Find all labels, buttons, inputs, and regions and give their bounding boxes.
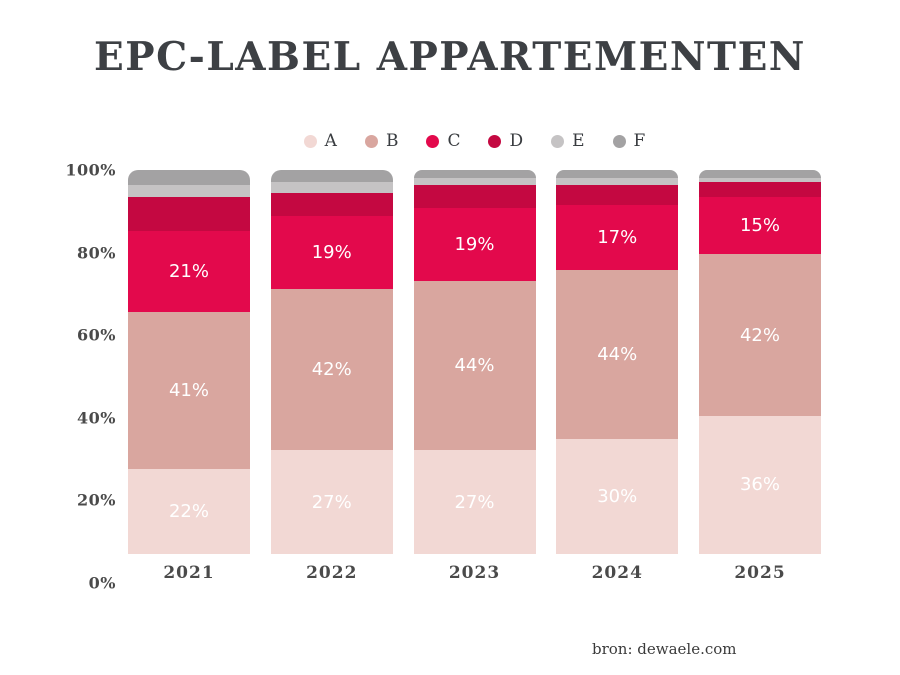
bar-column-2021: 21% 41% 22% 2021: [128, 170, 250, 583]
y-tick-0: 0%: [88, 573, 116, 593]
bar-segment-e-2025: [699, 177, 821, 182]
bar-segment-d-2022: [270, 193, 393, 217]
bar-segment-d-2021: [128, 196, 250, 232]
x-label-2025: 2025: [734, 563, 786, 583]
bar-segment-a-2022: 27%: [270, 450, 393, 554]
value-label-c-2021: 21%: [168, 261, 209, 283]
value-label-a-2023: 27%: [454, 491, 495, 513]
legend-dot-b: [364, 134, 378, 148]
x-label-2023: 2023: [448, 563, 501, 583]
bar-segment-d-2023: [413, 185, 536, 209]
value-label-a-2025: 36%: [739, 474, 780, 496]
bar-column-2023: 19% 44% 27% 2023: [413, 170, 536, 583]
y-tick-100: 100%: [65, 160, 116, 180]
stacked-bar-2023: 19% 44% 27%: [413, 170, 536, 554]
legend-item-e: E: [551, 131, 585, 151]
bar-segment-c-2023: 19%: [413, 208, 536, 282]
bar-column-2024: 17% 44% 30% 2024: [556, 170, 679, 583]
legend-label-f: F: [633, 131, 646, 151]
value-label-b-2025: 42%: [739, 324, 780, 346]
bar-segment-f-2023: [413, 170, 536, 178]
bar-segment-e-2022: [270, 181, 393, 194]
value-label-b-2023: 44%: [454, 355, 495, 377]
bar-segment-a-2025: 36%: [699, 415, 821, 554]
bar-segment-c-2025: 15%: [699, 196, 821, 255]
y-axis: 100% 80% 60% 40% 20% 0%: [0, 161, 116, 593]
bar-segment-c-2021: 21%: [128, 231, 250, 313]
legend-label-e: E: [572, 131, 585, 151]
value-label-b-2022: 42%: [311, 359, 352, 381]
legend-item-d: D: [488, 131, 523, 151]
legend-item-f: F: [612, 131, 646, 151]
legend-dot-f: [612, 134, 626, 148]
bar-segment-b-2024: 44%: [556, 269, 679, 439]
x-label-2022: 2022: [306, 563, 358, 583]
legend-dot-d: [488, 134, 502, 148]
value-label-a-2021: 22%: [168, 501, 209, 523]
legend-dot-e: [551, 134, 565, 148]
legend-item-a: A: [303, 131, 337, 151]
x-label-2024: 2024: [591, 563, 643, 583]
bar-segment-a-2023: 27%: [413, 450, 536, 554]
bar-segment-d-2024: [556, 185, 679, 205]
value-label-c-2024: 17%: [597, 226, 638, 248]
legend-dot-a: [303, 134, 317, 148]
bar-segment-e-2021: [128, 185, 250, 197]
stacked-bar-2024: 17% 44% 30%: [556, 170, 679, 554]
stacked-bar-2022: 19% 42% 27%: [270, 170, 393, 554]
legend-item-c: C: [426, 131, 460, 151]
bar-segment-c-2022: 19%: [270, 216, 393, 290]
value-label-b-2021: 41%: [168, 380, 209, 402]
y-tick-40: 40%: [77, 408, 116, 428]
value-label-a-2024: 30%: [597, 485, 638, 507]
bar-segment-c-2024: 17%: [556, 204, 679, 270]
bar-column-2022: 19% 42% 27% 2022: [270, 170, 393, 583]
bar-segment-f-2025: [699, 170, 821, 178]
bar-segment-b-2023: 44%: [413, 281, 536, 451]
source-caption: bron: dewaele.com: [592, 640, 737, 658]
bar-segment-e-2023: [413, 177, 536, 186]
bar-segment-a-2021: 22%: [128, 469, 250, 554]
value-label-c-2023: 19%: [454, 234, 495, 256]
value-label-c-2022: 19%: [311, 242, 352, 264]
value-label-a-2022: 27%: [311, 491, 352, 513]
bar-column-2025: 15% 42% 36% 2025: [699, 170, 821, 583]
bar-segment-a-2024: 30%: [556, 438, 679, 554]
legend-item-b: B: [364, 131, 399, 151]
legend-label-d: D: [509, 131, 524, 151]
bar-segment-b-2021: 41%: [128, 312, 250, 470]
bar-segment-f-2021: [128, 170, 250, 186]
stacked-bar-2025: 15% 42% 36%: [699, 170, 821, 554]
value-label-c-2025: 15%: [739, 215, 780, 237]
y-tick-60: 60%: [77, 325, 116, 345]
bar-segment-b-2022: 42%: [270, 289, 393, 451]
chart-title: EPC-LABEL APPARTEMENTEN: [94, 34, 806, 80]
stacked-bar-2021: 21% 41% 22%: [128, 170, 250, 554]
bar-segment-f-2022: [270, 170, 393, 182]
legend-label-a: A: [324, 131, 337, 151]
y-tick-20: 20%: [77, 490, 116, 510]
chart-legend: A B C D E F: [128, 131, 821, 151]
legend-label-b: B: [385, 131, 399, 151]
x-label-2021: 2021: [163, 563, 215, 583]
legend-dot-c: [426, 134, 440, 148]
bar-segment-f-2024: [556, 170, 679, 178]
plot-area: 21% 41% 22% 2021 19% 42% 27% 2022 19% 44% 27% 2023 1…: [128, 170, 821, 583]
bar-segment-b-2025: 42%: [699, 254, 821, 416]
y-tick-80: 80%: [77, 243, 116, 263]
bars-container: 21% 41% 22% 2021 19% 42% 27% 2022 19% 44% 27% 2023 1…: [128, 170, 821, 583]
value-label-b-2024: 44%: [597, 343, 638, 365]
bar-segment-d-2025: [699, 181, 821, 197]
legend-label-c: C: [447, 131, 461, 151]
bar-segment-e-2024: [556, 177, 679, 186]
